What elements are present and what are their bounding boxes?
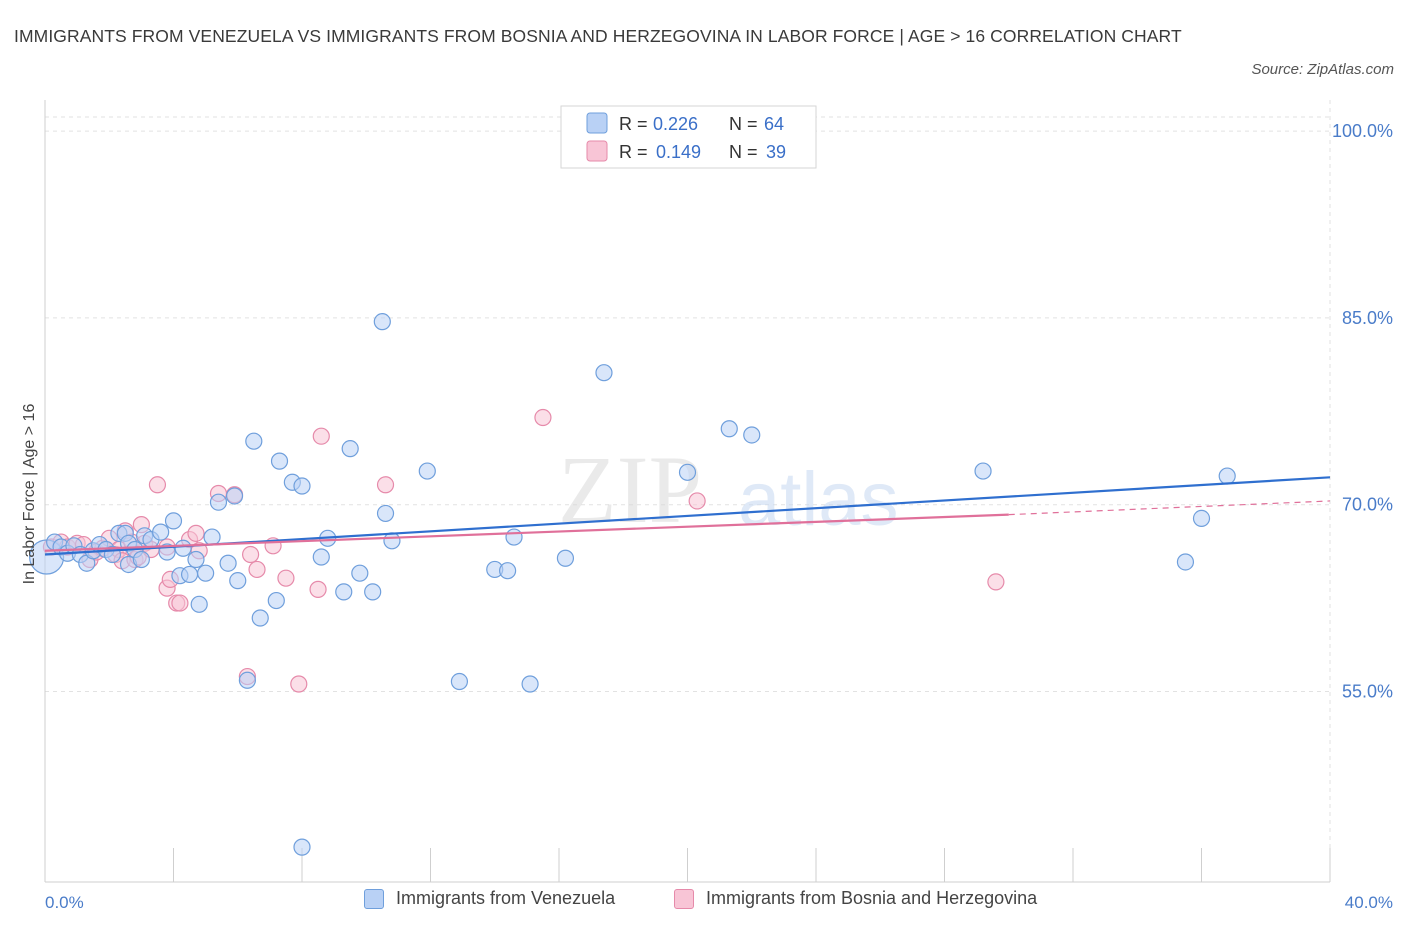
venezuela-point (335, 583, 353, 601)
bosnia-point (148, 476, 167, 494)
y-tick-label: 70.0% (1342, 495, 1393, 515)
legend-venezuela-r-label: R = (619, 114, 648, 134)
venezuela-point (499, 562, 517, 580)
venezuela-point (225, 487, 244, 505)
x-tick-label-min: 0.0% (45, 893, 84, 912)
venezuela-point (595, 364, 613, 382)
legend-top: R = 0.226 N = 64 R = 0.149 N = 39 (560, 105, 817, 169)
venezuela-point (229, 572, 247, 590)
source-label: Source: ZipAtlas.com (1251, 61, 1394, 78)
legend-venezuela-n-label: N = (729, 114, 758, 134)
bosnia-point (187, 524, 205, 542)
legend-bottom-bosnia: Immigrants from Bosnia and Herzegovina (674, 888, 1037, 909)
legend-venezuela-n-value: 64 (764, 114, 784, 134)
venezuela-point (164, 512, 183, 530)
legend-bosnia-r-label: R = (619, 142, 648, 162)
bosnia-trend-line (44, 513, 1009, 552)
y-tick-labels: 55.0% 70.0% 85.0% 100.0% (1332, 121, 1393, 701)
legend-bottom-venezuela-label: Immigrants from Venezuela (396, 888, 616, 908)
venezuela-point (293, 477, 311, 495)
venezuela-point (383, 532, 401, 550)
venezuela-point (505, 528, 523, 546)
legend-bottom-venezuela-swatch (364, 888, 384, 909)
bosnia-point (312, 427, 330, 445)
y-axis-title: In Labor Force | Age > 16 (21, 404, 38, 585)
venezuela-point (267, 591, 285, 610)
venezuela-point (521, 675, 539, 693)
venezuela-point (270, 452, 289, 470)
venezuela-point (364, 583, 382, 601)
legend-bottom-bosnia-label: Immigrants from Bosnia and Herzegovina (706, 888, 1038, 908)
venezuela-point (1176, 553, 1195, 571)
legend-bosnia-r-value: 0.149 (656, 142, 701, 162)
chart-title: IMMIGRANTS FROM VENEZUELA VS IMMIGRANTS … (14, 26, 1182, 46)
venezuela-point (132, 550, 150, 569)
venezuela-point (209, 493, 228, 511)
y-tick-label: 100.0% (1332, 121, 1393, 141)
venezuela-point (341, 440, 359, 458)
bosnia-point (688, 492, 706, 510)
venezuela-point (180, 565, 199, 584)
x-tick-label-max: 40.0% (1345, 893, 1393, 912)
venezuela-point (219, 554, 237, 572)
bosnia-point (171, 594, 189, 612)
bosnia-point (277, 569, 295, 587)
venezuela-point (197, 564, 215, 582)
venezuela-point (373, 313, 391, 331)
venezuela-point (974, 462, 992, 480)
venezuela-point (418, 462, 436, 480)
venezuela-point (678, 463, 697, 481)
venezuela-point (187, 550, 205, 569)
venezuela-point (1192, 509, 1211, 527)
watermark: ZIP atlas (558, 436, 899, 543)
legend-bottom-venezuela: Immigrants from Venezuela (364, 888, 615, 909)
watermark-zip: ZIP (558, 436, 702, 543)
legend-bosnia-swatch (586, 140, 608, 162)
legend-bottom-bosnia-swatch (674, 888, 694, 909)
bosnia-point (290, 675, 308, 693)
y-tick-label: 55.0% (1342, 681, 1393, 701)
legend-venezuela-r-value: 0.226 (653, 114, 698, 134)
venezuela-point (720, 420, 738, 438)
legend-bottom: Immigrants from Venezuela Immigrants fro… (0, 888, 1406, 918)
venezuela-point (174, 539, 192, 557)
bosnia-point (534, 408, 552, 427)
venezuela-point (245, 432, 263, 450)
venezuela-point (556, 549, 575, 567)
legend-venezuela-swatch (586, 112, 608, 134)
venezuela-point (203, 528, 221, 546)
venezuela-point (312, 548, 330, 566)
trend-lines (44, 476, 1331, 556)
venezuela-trend-line (44, 476, 1331, 556)
venezuela-point (450, 672, 469, 691)
bosnia-point (242, 545, 260, 564)
venezuela-point (190, 595, 208, 613)
bosnia-point (987, 573, 1005, 591)
venezuela-point (238, 671, 256, 689)
venezuela-point (351, 564, 369, 582)
legend-bosnia-n-label: N = (729, 142, 758, 162)
venezuela-point (743, 426, 761, 444)
venezuela-point (293, 838, 311, 856)
bosnia-trend-line-extension (1008, 500, 1331, 516)
venezuela-point (376, 504, 395, 523)
y-tick-label: 85.0% (1342, 308, 1393, 328)
bosnia-point (376, 476, 395, 494)
bosnia-point (248, 560, 266, 579)
bosnia-point (309, 580, 327, 598)
legend-bosnia-n-value: 39 (766, 142, 786, 162)
venezuela-point (152, 523, 170, 541)
venezuela-point (251, 609, 269, 627)
series-venezuela-points (29, 313, 1236, 856)
watermark-atlas: atlas (738, 457, 899, 542)
venezuela-point (1218, 467, 1236, 485)
